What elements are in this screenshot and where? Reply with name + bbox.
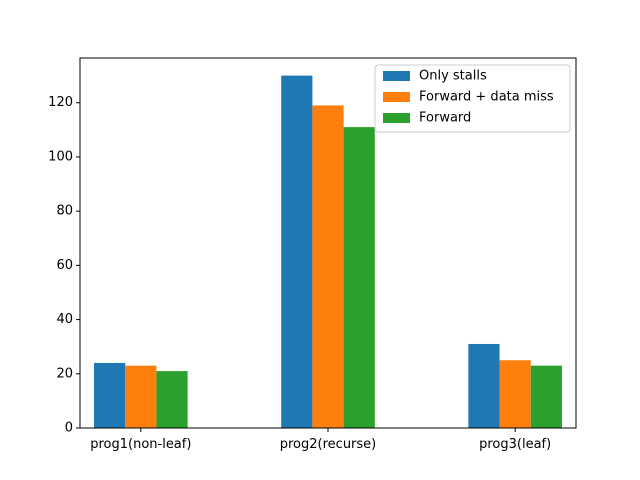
bar-0-0 [94, 362, 126, 428]
y-tick-label: 60 [56, 258, 73, 273]
legend-label: Forward + data miss [419, 90, 554, 105]
legend-swatch [383, 92, 410, 102]
y-tick-label: 0 [65, 421, 73, 436]
y-tick-label: 20 [56, 366, 73, 381]
x-tick-label: prog3(leaf) [479, 437, 551, 452]
bar-1-0 [125, 365, 157, 428]
bar-2-2 [530, 365, 562, 428]
bar-2-0 [156, 371, 188, 428]
bars [94, 75, 562, 428]
bar-1-2 [499, 360, 531, 428]
legend: Only stalls Forward + data miss Forward [374, 64, 571, 133]
y-tick-label: 40 [56, 312, 73, 327]
plot-frame [79, 57, 577, 429]
legend-swatch [383, 71, 410, 81]
y-tick-label: 100 [48, 149, 73, 164]
x-ticks: prog1(non-leaf) prog2(recurse) prog3(leaf) [90, 428, 551, 452]
legend-label: Only stalls [419, 69, 487, 84]
y-ticks: 0 20 40 60 80 100 120 [48, 95, 80, 436]
legend-box [374, 64, 571, 133]
bar-0-2 [468, 343, 500, 428]
bar-0-1 [281, 75, 313, 428]
bar-1-1 [312, 105, 344, 428]
y-tick-label: 80 [56, 204, 73, 219]
y-tick-label: 120 [48, 95, 73, 110]
legend-label: Forward [419, 111, 471, 126]
bar-2-1 [343, 127, 375, 428]
legend-swatch [383, 113, 410, 123]
x-tick-label: prog2(recurse) [280, 437, 377, 452]
x-tick-label: prog1(non-leaf) [90, 437, 191, 452]
